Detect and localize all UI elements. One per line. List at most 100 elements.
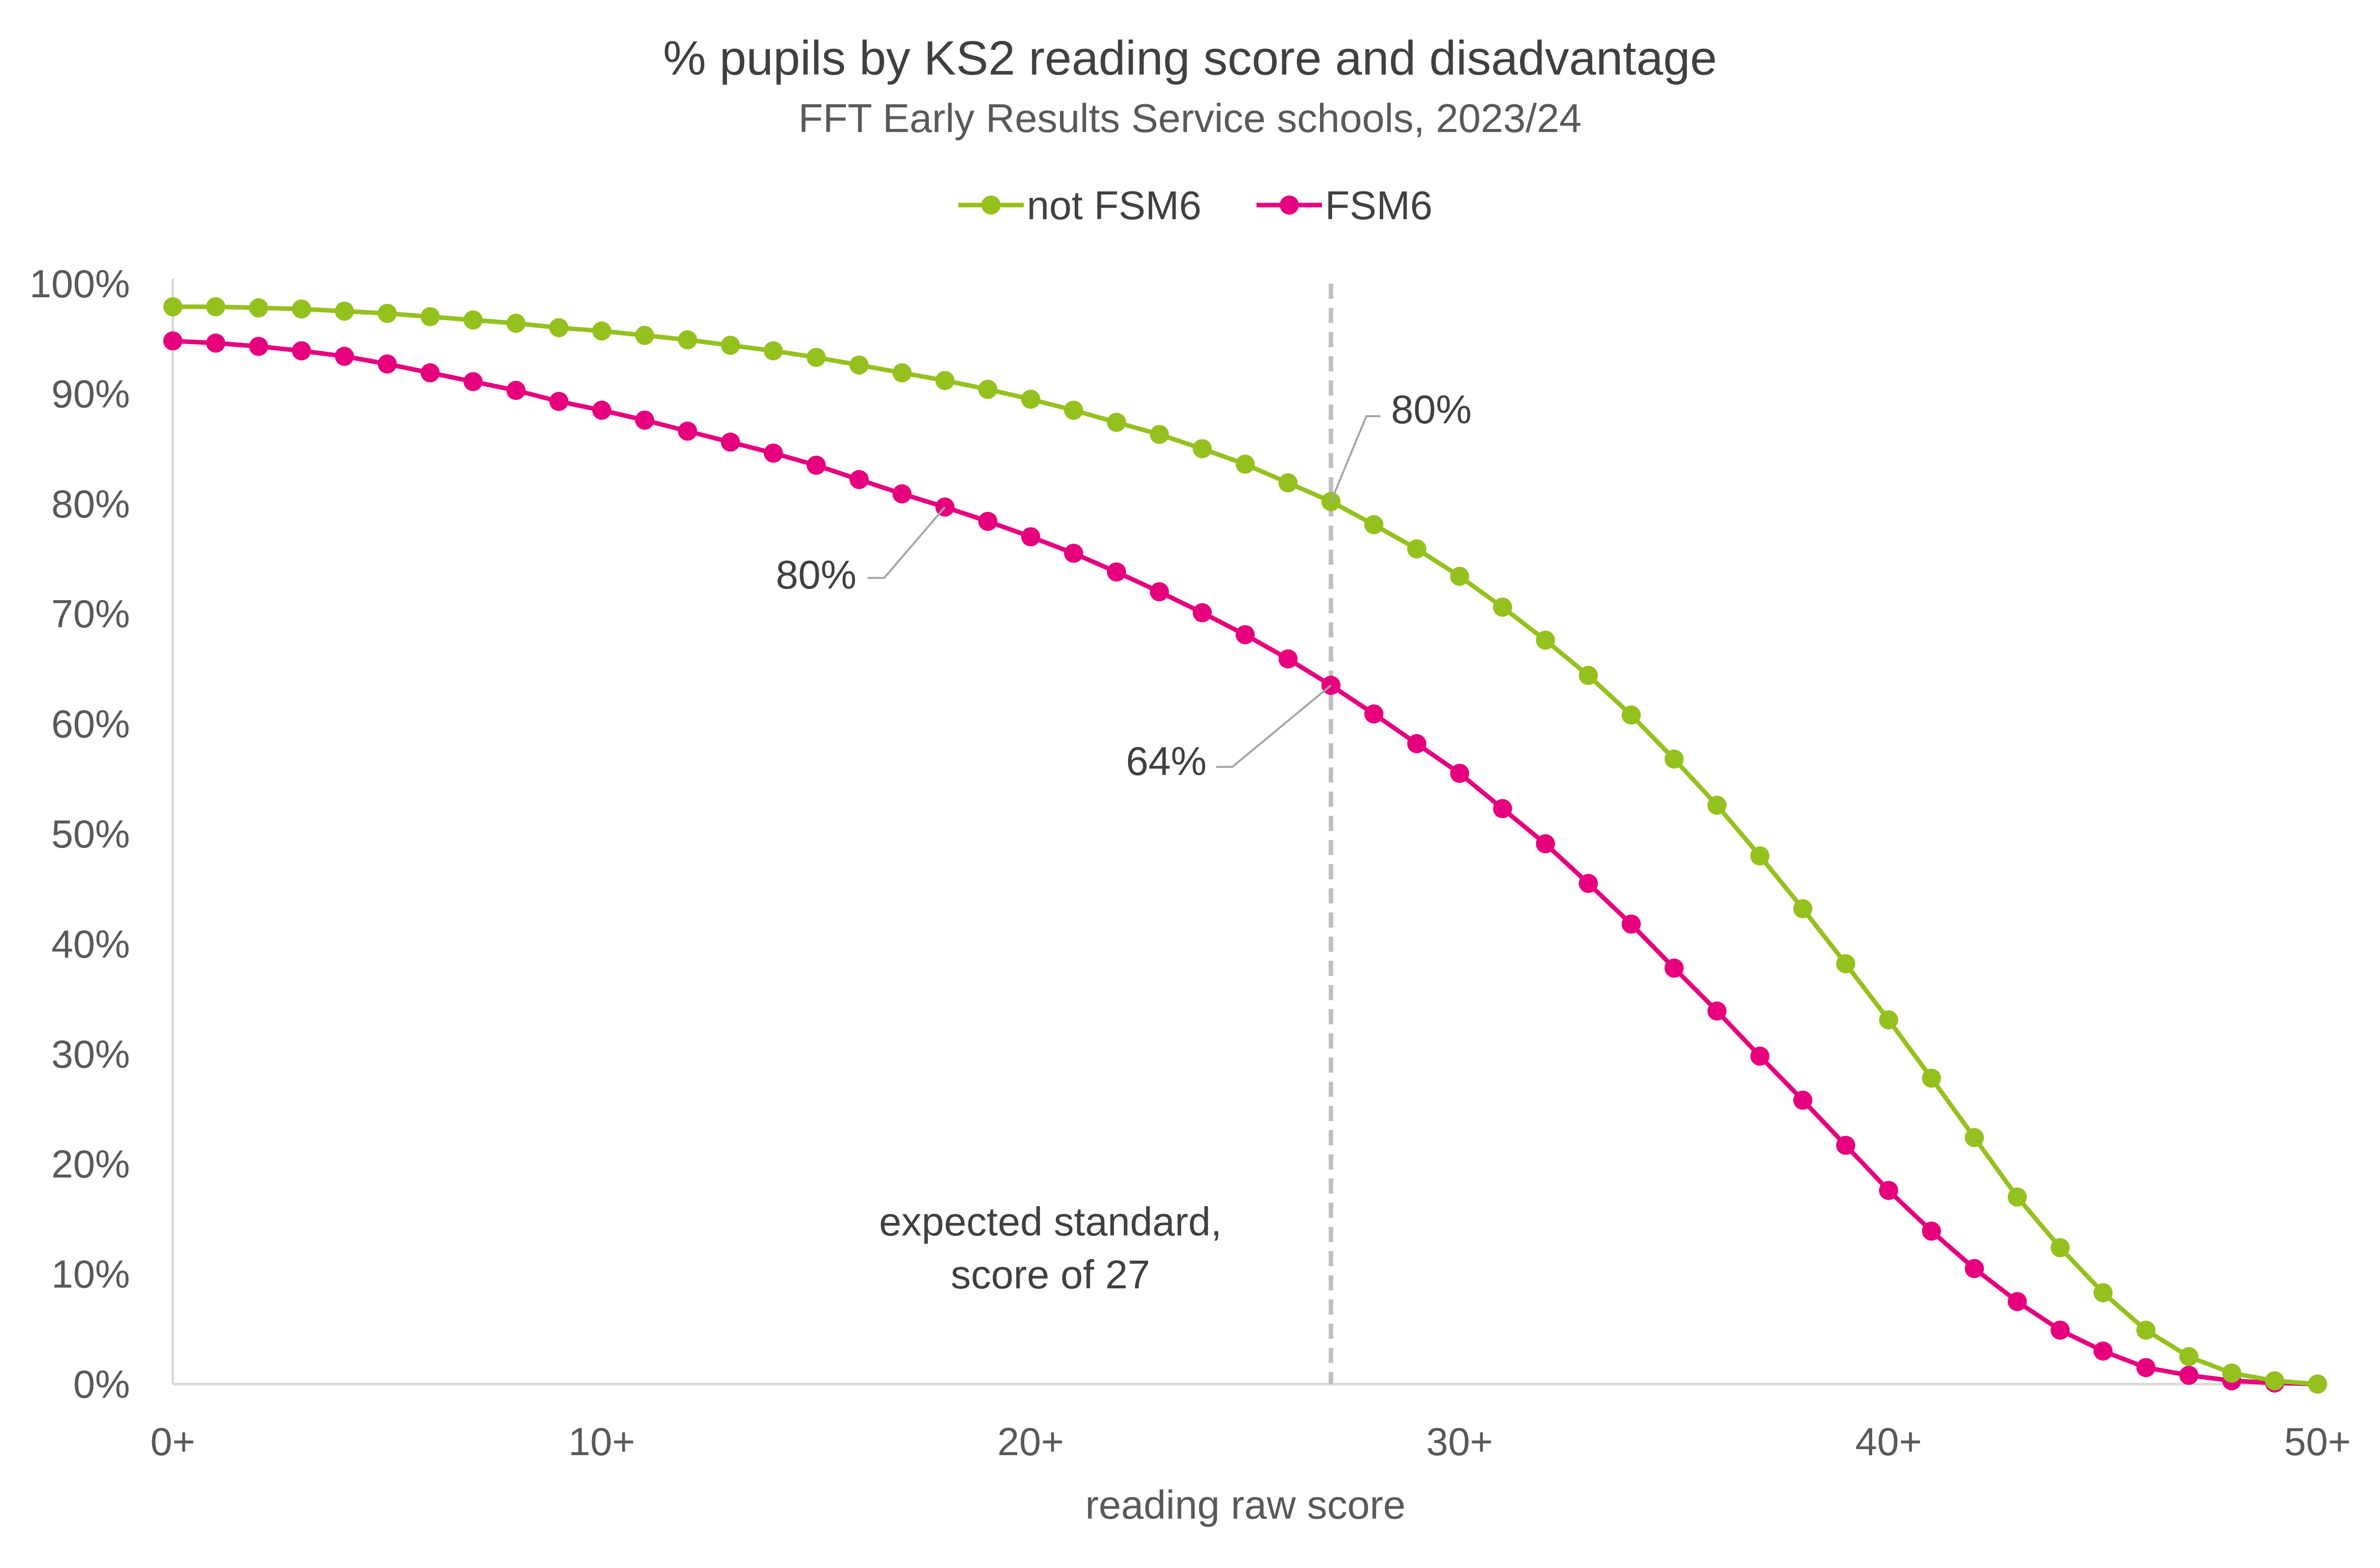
data-point xyxy=(635,410,654,430)
data-point xyxy=(1793,899,1813,919)
y-tick-label: 0% xyxy=(73,1362,130,1406)
y-tick-label: 80% xyxy=(51,482,130,526)
data-point xyxy=(1578,874,1598,893)
data-point xyxy=(1707,796,1727,815)
data-point xyxy=(206,333,226,353)
data-point xyxy=(463,372,483,391)
data-point xyxy=(1107,413,1127,432)
y-tick-label: 50% xyxy=(51,812,130,856)
data-point xyxy=(2136,1358,2156,1378)
x-tick-label: 0+ xyxy=(151,1419,195,1464)
annotation-leader xyxy=(1330,415,1380,502)
data-point xyxy=(249,337,269,356)
reference-line-label: score of 27 xyxy=(951,1252,1150,1297)
y-tick-label: 30% xyxy=(51,1032,130,1076)
data-point xyxy=(1107,562,1127,582)
data-point xyxy=(763,341,783,361)
data-point xyxy=(1493,598,1512,617)
legend-item: FSM6 xyxy=(1257,183,1432,228)
legend-marker xyxy=(981,195,1001,215)
data-point xyxy=(1193,603,1212,623)
reference-line-label: expected standard, xyxy=(879,1199,1222,1244)
series-fsm6 xyxy=(163,331,2327,1394)
data-point xyxy=(2308,1375,2327,1394)
data-point xyxy=(1536,630,1555,650)
legend-label: FSM6 xyxy=(1325,183,1432,228)
data-point xyxy=(549,391,569,411)
data-point xyxy=(592,321,612,341)
legend-marker xyxy=(1280,195,1299,215)
data-point xyxy=(506,313,526,333)
data-point xyxy=(163,297,182,316)
annotation-leader xyxy=(1216,684,1332,768)
data-point xyxy=(1707,1001,1727,1021)
data-point xyxy=(978,511,998,531)
data-point xyxy=(1964,1128,1984,1147)
data-point xyxy=(506,380,526,400)
series-not-fsm6 xyxy=(163,297,2327,1394)
data-point xyxy=(678,330,697,350)
data-point xyxy=(549,318,569,338)
data-point xyxy=(377,354,397,374)
data-point xyxy=(892,484,912,504)
legend: not FSM6 FSM6 xyxy=(958,183,1432,228)
data-point xyxy=(1235,625,1255,644)
chart-title: % pupils by KS2 reading score and disadv… xyxy=(663,31,1717,85)
legend-label: not FSM6 xyxy=(1027,183,1202,228)
y-tick-label: 10% xyxy=(51,1252,130,1296)
data-point xyxy=(1407,539,1427,559)
data-point xyxy=(807,455,826,475)
data-point xyxy=(1193,439,1212,459)
annotation-label: 64% xyxy=(1126,739,1207,783)
x-tick-label: 50+ xyxy=(2284,1419,2351,1464)
data-point xyxy=(249,298,269,318)
data-point xyxy=(1621,914,1641,934)
data-point xyxy=(1793,1090,1813,1110)
x-tick-label: 10+ xyxy=(568,1419,635,1464)
y-tick-label: 60% xyxy=(51,702,130,746)
data-point xyxy=(1450,566,1470,586)
annotation-leader xyxy=(868,506,946,579)
y-tick-label: 40% xyxy=(51,922,130,966)
data-point xyxy=(163,331,182,351)
x-tick-label: 30+ xyxy=(1426,1419,1493,1464)
data-point xyxy=(1922,1221,1941,1241)
data-point xyxy=(935,371,955,390)
data-point xyxy=(1235,454,1255,474)
data-point xyxy=(2008,1292,2027,1312)
y-tick-label: 90% xyxy=(51,371,130,416)
data-point xyxy=(1664,958,1684,978)
data-point xyxy=(1278,473,1298,493)
data-point xyxy=(2179,1365,2199,1385)
data-point xyxy=(206,297,226,316)
data-point xyxy=(1450,763,1470,783)
data-point xyxy=(1879,1181,1898,1200)
data-point xyxy=(463,310,483,330)
data-point xyxy=(1578,666,1598,685)
data-point xyxy=(2093,1283,2113,1302)
data-point xyxy=(978,379,998,399)
data-point xyxy=(1750,846,1770,866)
reference-line-group: expected standard, score of 27 xyxy=(879,284,1334,1384)
data-point xyxy=(678,421,697,441)
data-point xyxy=(1493,799,1512,818)
x-axis-title: reading raw score xyxy=(1085,1482,1406,1527)
data-point xyxy=(1964,1259,1984,1278)
data-point xyxy=(292,341,311,361)
data-point xyxy=(292,299,311,319)
y-tick-label: 20% xyxy=(51,1142,130,1186)
data-point xyxy=(1536,834,1555,854)
data-point xyxy=(2222,1363,2241,1383)
data-point xyxy=(892,363,912,382)
data-point xyxy=(1150,425,1169,444)
data-point xyxy=(635,325,654,345)
data-point xyxy=(1064,544,1083,563)
data-point xyxy=(1879,1010,1898,1030)
data-point xyxy=(1664,749,1684,769)
data-point xyxy=(849,355,869,375)
y-tick-label: 70% xyxy=(51,592,130,636)
data-point xyxy=(420,363,440,382)
data-point xyxy=(335,347,354,366)
data-point xyxy=(1621,705,1641,725)
